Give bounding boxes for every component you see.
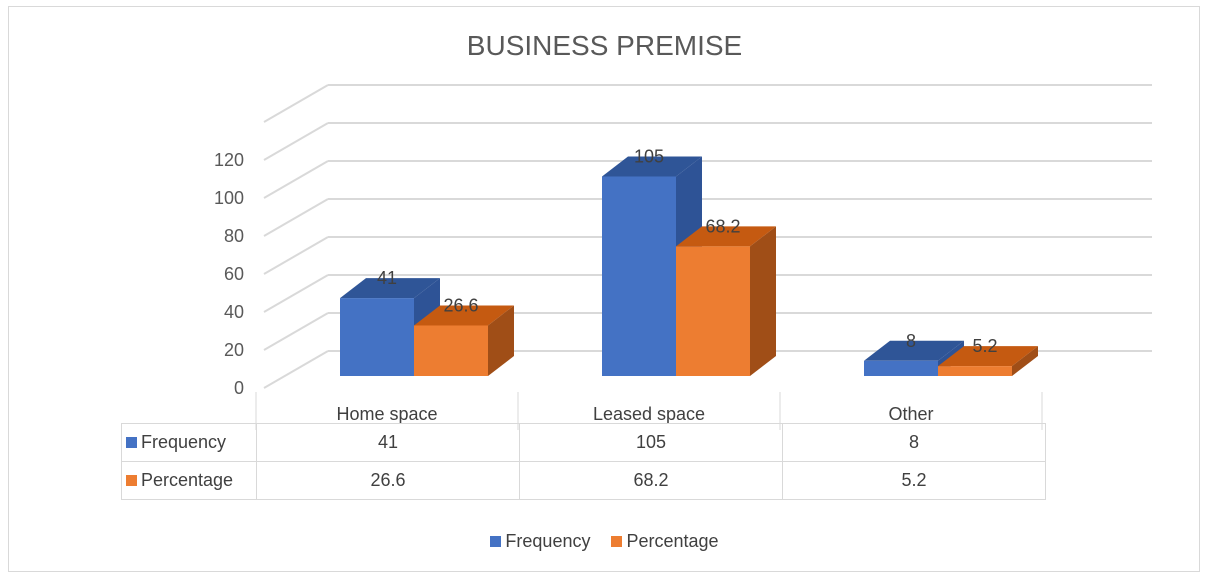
- chart-title: BUSINESS PREMISE: [466, 30, 743, 61]
- y-tick-label: 20: [224, 340, 244, 360]
- chart-plot: 0 20 40 60 80 100 120 41 26.6 Home space 105 68.2 Le…: [214, 84, 1152, 430]
- legend: Frequency Percentage: [0, 531, 1209, 552]
- legend-frequency-label: Frequency: [505, 531, 591, 551]
- data-table: Frequency 41 105 8 Percentage 26.6 68.2 …: [121, 423, 1046, 500]
- side-gridline: [263, 312, 329, 351]
- data-label: 105: [634, 147, 664, 167]
- bar-percentage: [414, 325, 488, 376]
- row-header-frequency: Frequency: [121, 423, 257, 462]
- y-tick-label: 100: [214, 188, 244, 208]
- legend-frequency-swatch: [490, 536, 502, 547]
- side-gridline: [263, 198, 329, 237]
- side-gridline: [263, 122, 329, 161]
- side-gridline: [263, 84, 329, 123]
- cell-frequency-other: 8: [782, 423, 1046, 462]
- row-header-percentage: Percentage: [121, 461, 257, 500]
- bar-top: [676, 226, 776, 247]
- cell-percentage-home: 26.6: [256, 461, 520, 500]
- data-label: 68.2: [705, 216, 740, 236]
- y-tick-label: 0: [234, 378, 244, 398]
- bar-top: [864, 340, 964, 361]
- legend-percentage-label: Percentage: [626, 531, 719, 551]
- category-label: Other: [888, 404, 933, 424]
- bar-frequency: [864, 360, 938, 376]
- row-header-frequency-label: Frequency: [141, 432, 227, 452]
- bar-percentage: [676, 246, 750, 376]
- cell-percentage-other: 5.2: [782, 461, 1046, 500]
- cell-frequency-leased: 105: [519, 423, 783, 462]
- legend-item-percentage[interactable]: Percentage: [611, 531, 719, 552]
- data-table-row-frequency: Frequency 41 105 8: [121, 423, 1046, 462]
- cell-frequency-home: 41: [256, 423, 520, 462]
- cell-percentage-leased: 68.2: [519, 461, 783, 500]
- category-label: Leased space: [593, 404, 705, 424]
- bar-frequency: [602, 176, 676, 376]
- row-header-percentage-label: Percentage: [141, 470, 234, 490]
- legend-percentage-swatch: [611, 536, 623, 547]
- side-gridline: [263, 236, 329, 275]
- bar-side: [488, 305, 514, 376]
- y-tick-label: 60: [224, 264, 244, 284]
- y-tick-label: 80: [224, 226, 244, 246]
- bar-top: [938, 346, 1038, 367]
- percentage-swatch: [126, 475, 137, 486]
- frequency-swatch: [126, 437, 137, 448]
- y-tick-label: 120: [214, 150, 244, 170]
- y-tick-label: 40: [224, 302, 244, 322]
- bar-top: [340, 278, 440, 299]
- side-gridline: [263, 274, 329, 313]
- bar-side: [1012, 346, 1038, 376]
- side-gridline: [263, 160, 329, 199]
- bar-side: [750, 226, 776, 376]
- side-gridline: [263, 350, 329, 389]
- category-label: Home space: [336, 404, 437, 424]
- bar-top: [602, 156, 702, 177]
- bar-top: [414, 305, 514, 326]
- data-label: 26.6: [443, 295, 478, 315]
- data-label: 41: [377, 268, 397, 288]
- data-label: 8: [906, 331, 916, 351]
- bar-percentage: [938, 366, 1012, 376]
- data-table-row-percentage: Percentage 26.6 68.2 5.2: [121, 461, 1046, 500]
- bar-frequency: [340, 298, 414, 376]
- data-label: 5.2: [972, 336, 997, 356]
- legend-item-frequency[interactable]: Frequency: [490, 531, 590, 552]
